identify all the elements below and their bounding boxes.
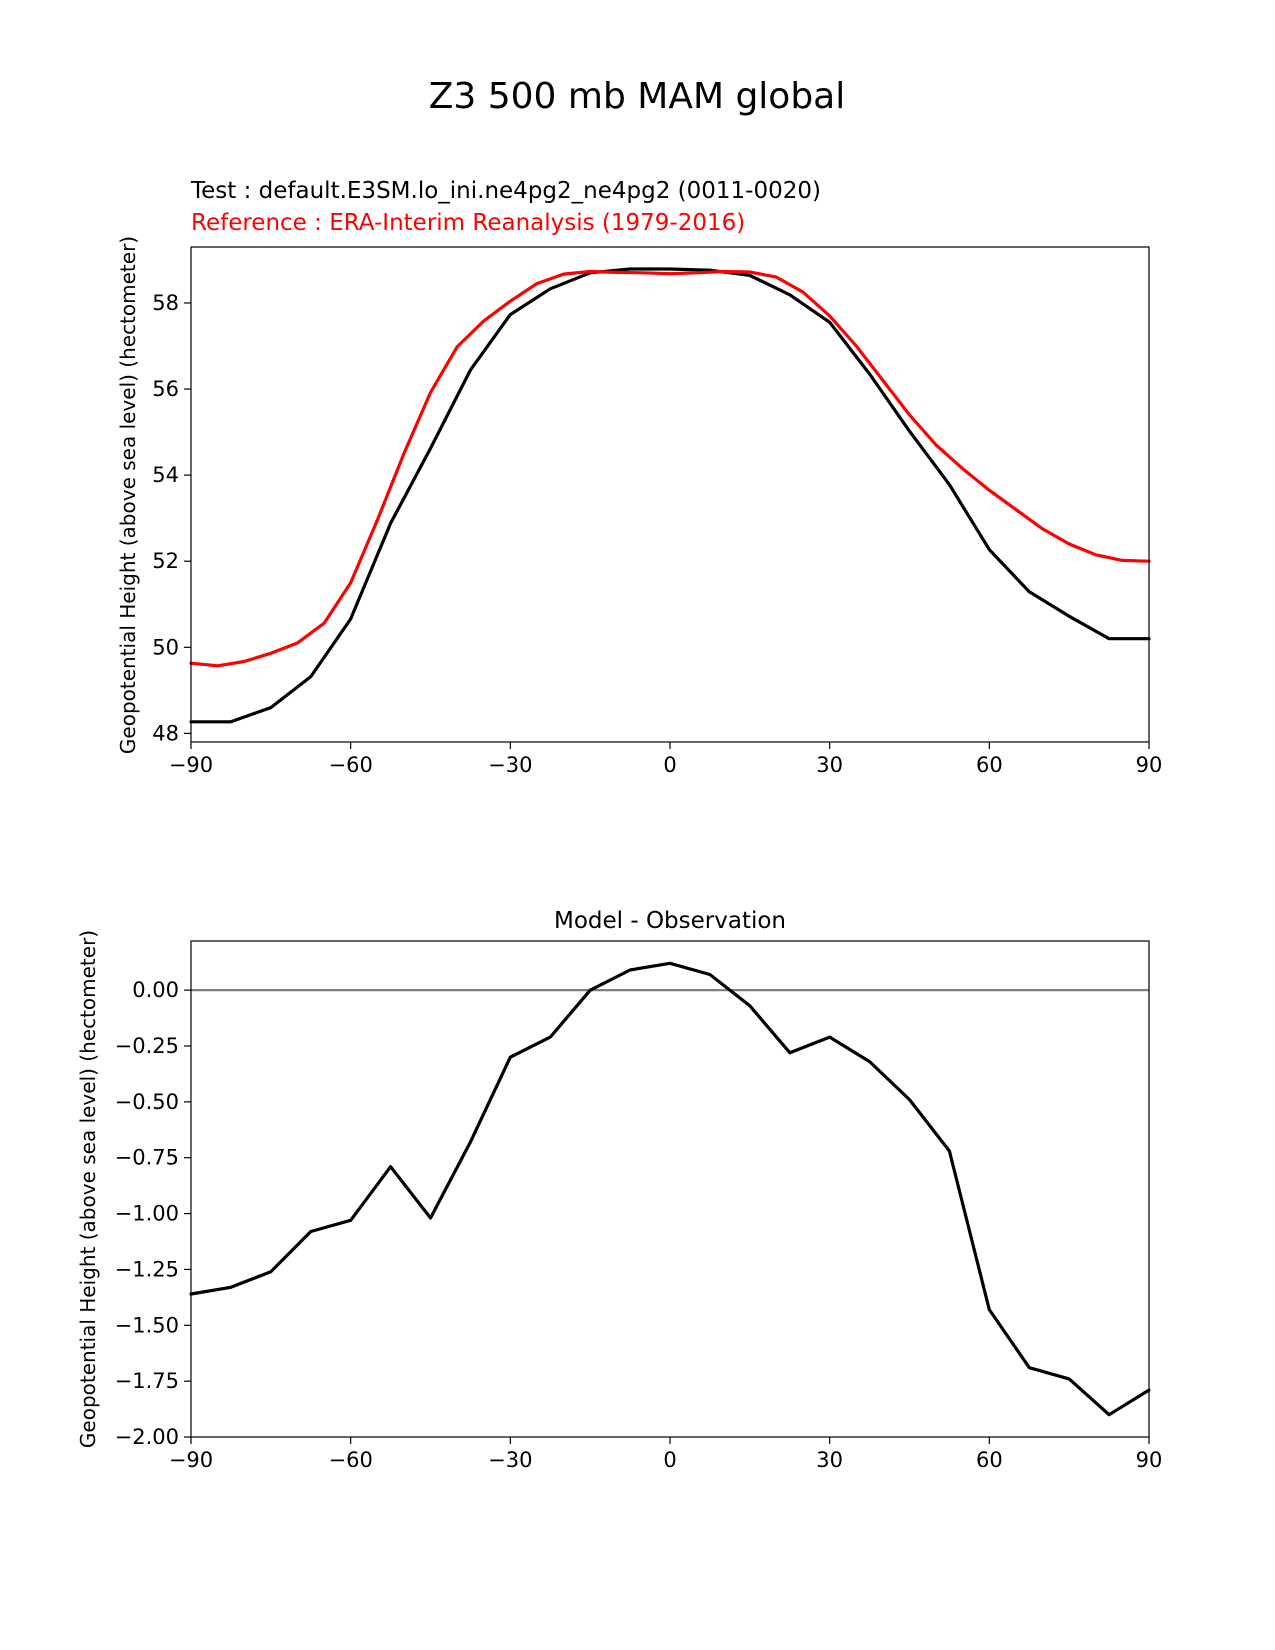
axis-ticks: −90 −60 −30 0 30 60 90 0.00 −0.25 −0.50 −0.75 −1.00…: [115, 978, 1163, 1472]
y-tick-label: 54: [152, 463, 179, 487]
y-tick-label: 52: [152, 549, 179, 573]
reference-label: Reference : ERA-Interim Reanalysis (1979…: [191, 210, 745, 236]
x-tick-label: 60: [976, 1448, 1003, 1472]
x-tick-label: −30: [488, 1448, 532, 1472]
x-tick-label: −60: [329, 753, 373, 777]
y-tick-label: −0.25: [115, 1034, 179, 1058]
x-tick-label: 90: [1136, 753, 1163, 777]
x-tick-label: 60: [976, 753, 1003, 777]
figure-suptitle: Z3 500 mb MAM global: [429, 76, 846, 117]
y-tick-label: −2.00: [115, 1425, 179, 1449]
axis-ticks: −90 −60 −30 0 30 60 90 48 50 52 54 56 58: [152, 291, 1162, 777]
y-tick-label: 56: [152, 377, 179, 401]
x-tick-label: −60: [329, 1448, 373, 1472]
x-tick-label: 30: [816, 753, 843, 777]
y-tick-label: 0.00: [132, 978, 179, 1002]
plot-frame: [190, 246, 1150, 743]
y-tick-label: −1.50: [115, 1313, 179, 1337]
x-tick-label: 0: [663, 753, 676, 777]
series-group: [189, 961, 1151, 1417]
difference-title: Model - Observation: [554, 908, 786, 934]
y-tick-label: −0.75: [115, 1146, 179, 1170]
x-tick-label: −90: [169, 1448, 213, 1472]
test-series-line: [189, 267, 1151, 724]
reference-series-line: [189, 269, 1151, 668]
difference-series-line: [189, 961, 1151, 1417]
series-group: [189, 267, 1151, 724]
y-axis-label: Geopotential Height (above sea level) (h…: [116, 236, 140, 754]
y-tick-label: 50: [152, 635, 179, 659]
y-tick-label: 58: [152, 291, 179, 315]
x-tick-label: 30: [816, 1448, 843, 1472]
x-tick-label: −30: [488, 753, 532, 777]
y-tick-label: −1.75: [115, 1369, 179, 1393]
test-label: Test : default.E3SM.lo_ini.ne4pg2_ne4pg2…: [190, 178, 821, 204]
difference-panel: Model - Observation Geopotential Height …: [76, 908, 1162, 1472]
plot-frame: [190, 940, 1150, 1438]
y-axis-label: Geopotential Height (above sea level) (h…: [76, 930, 100, 1448]
y-tick-label: −0.50: [115, 1090, 179, 1114]
y-tick-label: −1.00: [115, 1202, 179, 1226]
x-tick-label: −90: [169, 753, 213, 777]
x-tick-label: 90: [1136, 1448, 1163, 1472]
y-tick-label: 48: [152, 721, 179, 745]
x-tick-label: 0: [663, 1448, 676, 1472]
y-tick-label: −1.25: [115, 1257, 179, 1281]
comparison-panel: Test : default.E3SM.lo_ini.ne4pg2_ne4pg2…: [116, 178, 1162, 777]
